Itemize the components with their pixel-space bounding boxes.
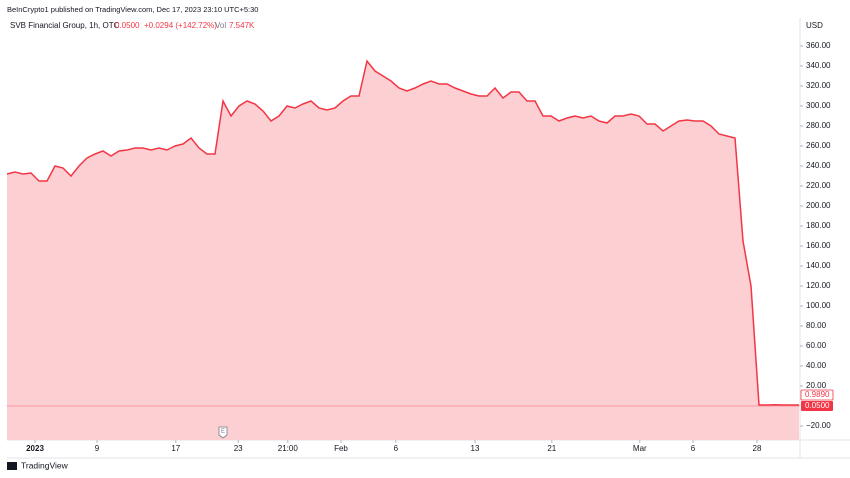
y-tick-label: 80.00 xyxy=(806,321,827,330)
x-tick-label: 2023 xyxy=(26,444,44,453)
x-tick-label: Feb xyxy=(334,444,348,453)
y-tick-label: 360.00 xyxy=(806,41,831,50)
y-tick-label: 300.00 xyxy=(806,101,831,110)
change: +0.0294 (+142.72%) xyxy=(144,21,217,30)
x-tick-label: 21 xyxy=(547,444,556,453)
y-tick-label: 240.00 xyxy=(806,161,831,170)
prev-close-label: 0.9890 xyxy=(805,390,830,399)
y-tick-label: −20.00 xyxy=(806,421,831,430)
y-tick-label: 340.00 xyxy=(806,61,831,70)
y-tick-label: 120.00 xyxy=(806,281,831,290)
y-tick-label: 280.00 xyxy=(806,121,831,130)
x-tick-label: 17 xyxy=(171,444,180,453)
published-note: BeInCrypto1 published on TradingView.com… xyxy=(7,5,258,14)
earnings-marker xyxy=(218,426,228,439)
y-tick-label: 60.00 xyxy=(806,341,827,350)
y-tick-label: 260.00 xyxy=(806,141,831,150)
y-tick-label: 220.00 xyxy=(806,181,831,190)
y-tick-label: 40.00 xyxy=(806,361,827,370)
brand: TradingView xyxy=(21,460,69,470)
y-tick-label: 180.00 xyxy=(806,221,831,230)
volume-label: Vol xyxy=(215,21,226,30)
y-tick-label: 20.00 xyxy=(806,381,827,390)
price-line xyxy=(6,59,799,406)
y-tick-label: 140.00 xyxy=(806,261,831,270)
x-tick-label: 28 xyxy=(753,444,762,453)
x-tick-label: 13 xyxy=(471,444,480,453)
x-tick-label: 6 xyxy=(691,444,696,453)
y-tick-label: 320.00 xyxy=(806,81,831,90)
x-tick-label: 6 xyxy=(394,444,399,453)
prev-close-box xyxy=(800,389,834,401)
x-tick-label: 9 xyxy=(95,444,100,453)
earnings-label: E xyxy=(221,429,225,435)
x-tick-label: 23 xyxy=(234,444,243,453)
brand-logo xyxy=(7,462,17,470)
last-price-box xyxy=(801,400,833,411)
currency: USD xyxy=(806,21,823,30)
price: 0.0500 xyxy=(115,21,140,30)
symbol-title: SVB Financial Group, 1h, OTC xyxy=(10,21,120,30)
area-fill xyxy=(7,61,799,440)
y-tick-label: 200.00 xyxy=(806,201,831,210)
x-tick-label: Mar xyxy=(633,444,647,453)
x-tick-label: 21:00 xyxy=(278,444,299,453)
y-tick-label: 100.00 xyxy=(806,301,831,310)
y-tick-label: 160.00 xyxy=(806,241,831,250)
volume: 7.547K xyxy=(229,21,255,30)
last-price-label: 0.0500 xyxy=(805,401,830,410)
